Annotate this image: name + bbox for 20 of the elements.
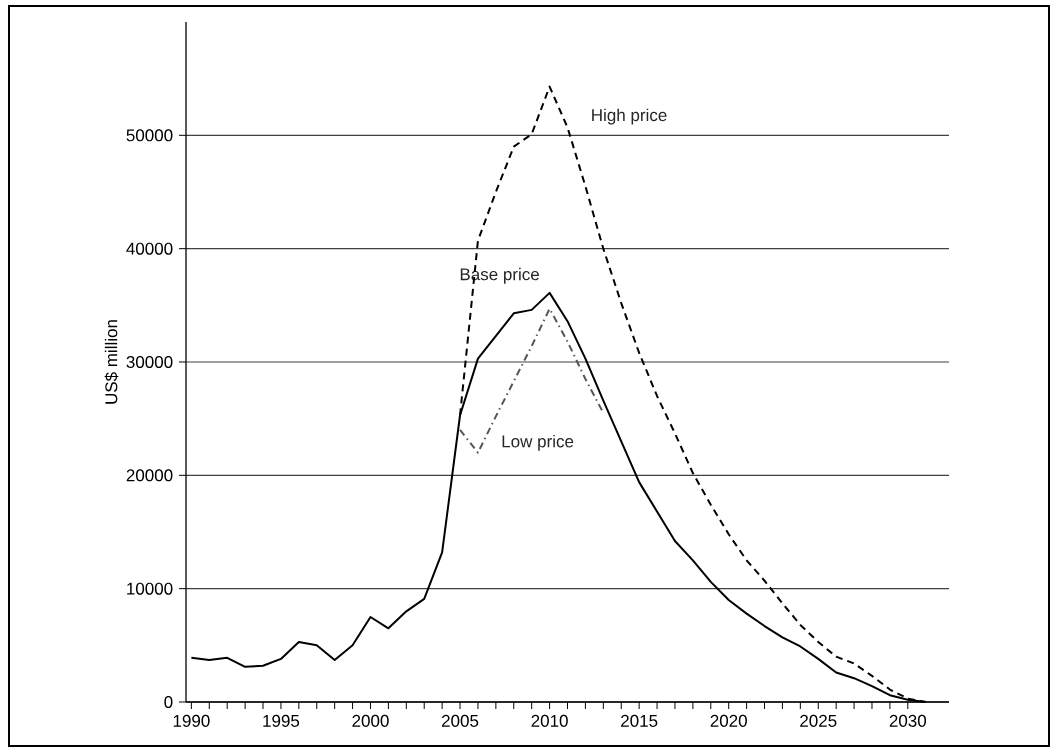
x-tick-label: 2015 [621, 714, 658, 727]
y-tick-label: 40000 [126, 242, 173, 255]
x-tick-label: 2005 [441, 714, 479, 727]
x-tick-label: 2000 [352, 714, 389, 727]
y-axis-title: US$ million [104, 320, 119, 404]
y-tick-label: 0 [164, 695, 173, 709]
x-tick-label: 2010 [531, 714, 568, 727]
y-tick-label: 20000 [126, 469, 173, 482]
y-tick-label: 50000 [126, 129, 173, 142]
y-tick-label: 30000 [126, 355, 173, 369]
x-tick-label: 1990 [173, 714, 210, 727]
x-tick-label: 1995 [263, 714, 300, 727]
x-tick-label: 2025 [800, 714, 837, 727]
x-tick-label: 2030 [889, 714, 927, 727]
series-label: Base price [460, 267, 539, 284]
x-tick-label: 2020 [710, 714, 747, 727]
y-tick-label: 10000 [127, 582, 173, 595]
series-label: Low price [502, 434, 574, 451]
series-label: High price [592, 108, 667, 125]
line-series [459, 307, 605, 454]
